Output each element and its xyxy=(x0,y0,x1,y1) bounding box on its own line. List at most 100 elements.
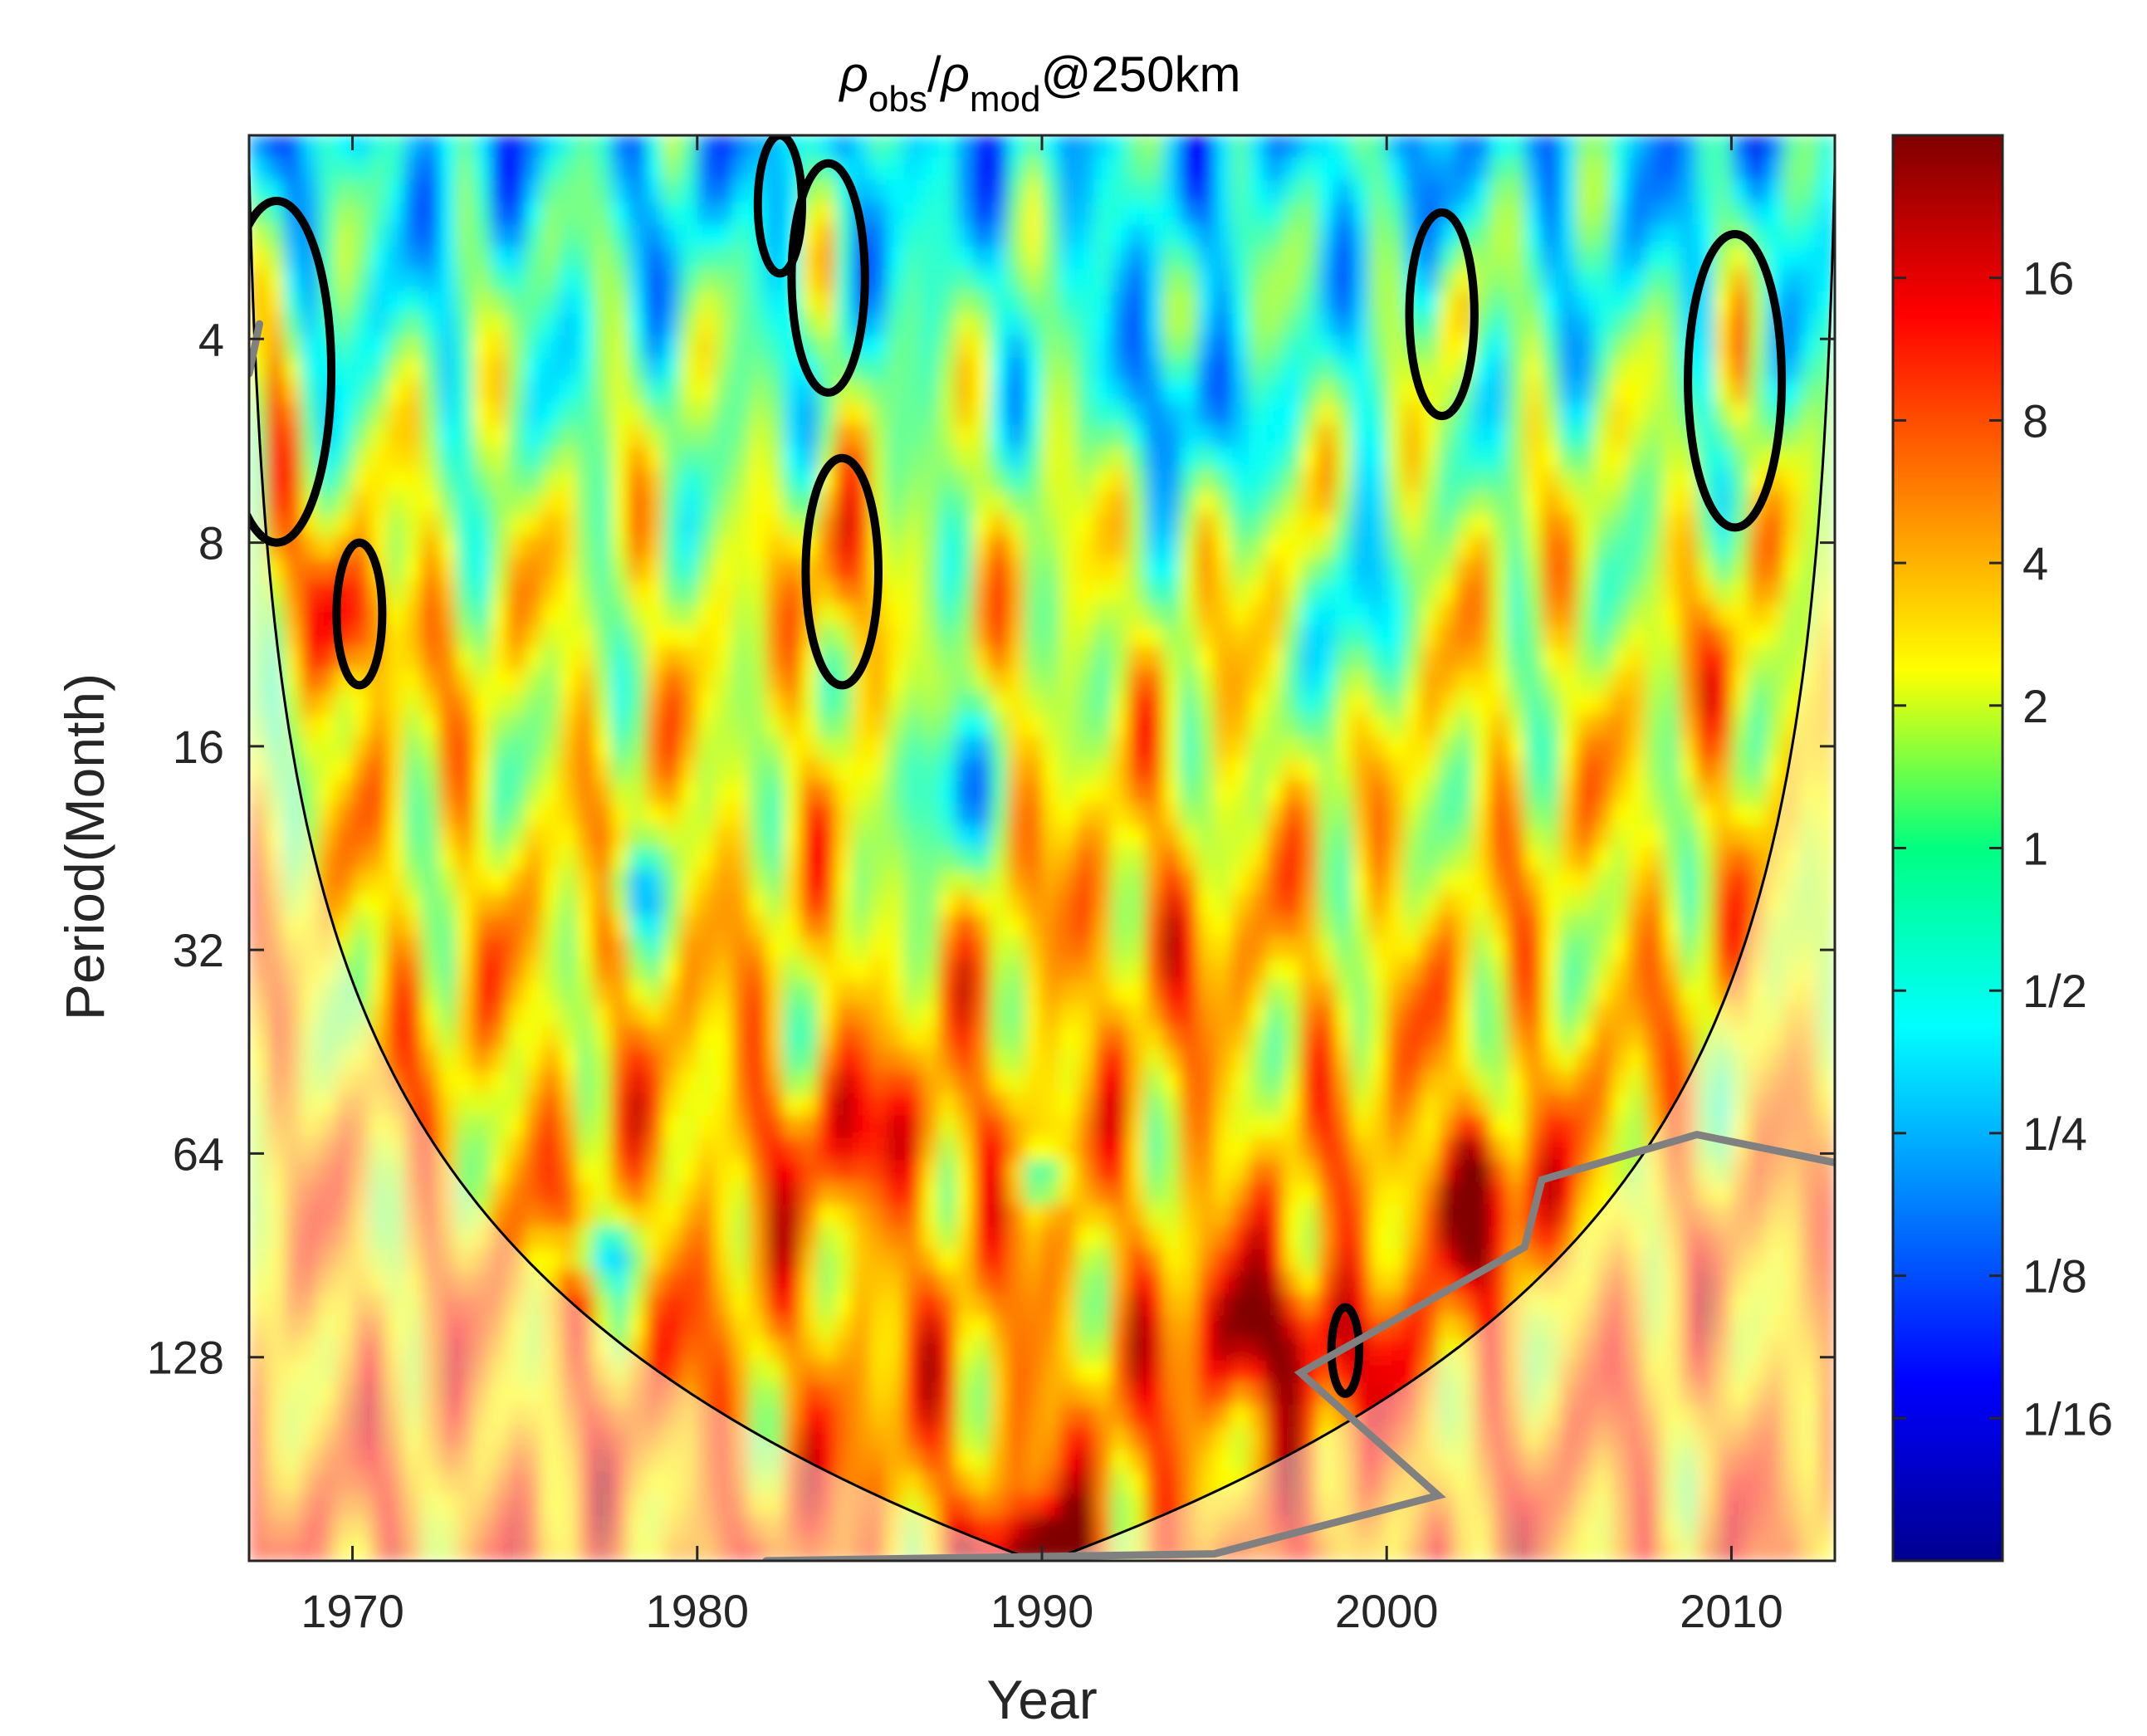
heatmap-cell xyxy=(1455,1204,1475,1228)
heatmap-cell xyxy=(318,1405,336,1429)
heatmap-cell xyxy=(1265,514,1284,537)
heatmap-cell xyxy=(1249,1115,1267,1139)
heatmap-cell xyxy=(1403,1204,1422,1228)
heatmap-cell xyxy=(335,1405,354,1429)
heatmap-cell xyxy=(1231,848,1250,872)
heatmap-cell xyxy=(1524,1026,1543,1049)
heatmap-cell xyxy=(1438,959,1457,983)
heatmap-cell xyxy=(921,825,940,849)
heatmap-cell xyxy=(1283,648,1302,671)
heatmap-cell xyxy=(663,202,682,226)
heatmap-cell xyxy=(1300,179,1319,203)
heatmap-cell xyxy=(697,1315,716,1339)
heatmap-cell xyxy=(765,558,785,582)
heatmap-cell xyxy=(1111,714,1129,738)
heatmap-cell xyxy=(697,268,716,292)
heatmap-cell xyxy=(800,825,819,849)
heatmap-cell xyxy=(1421,959,1440,983)
heatmap-cell xyxy=(559,1249,578,1273)
heatmap-cell xyxy=(301,1427,320,1450)
heatmap-cell xyxy=(938,1137,957,1161)
heatmap-cell xyxy=(714,179,733,203)
heatmap-cell xyxy=(1007,558,1026,582)
heatmap-cell xyxy=(1403,914,1422,938)
heatmap-cell xyxy=(507,1494,526,1518)
heatmap-cell xyxy=(1145,981,1164,1005)
heatmap-cell xyxy=(507,380,526,403)
heatmap-cell xyxy=(1111,1382,1129,1406)
heatmap-cell xyxy=(663,981,682,1005)
heatmap-cell xyxy=(610,603,629,627)
heatmap-cell xyxy=(1196,936,1215,961)
heatmap-cell xyxy=(1145,1026,1164,1049)
heatmap-cell xyxy=(818,1337,836,1362)
heatmap-cell xyxy=(1265,1538,1284,1561)
heatmap-cell xyxy=(1042,535,1060,560)
heatmap-cell xyxy=(1231,1382,1250,1406)
heatmap-cell xyxy=(818,179,836,203)
heatmap-cell xyxy=(869,1093,888,1117)
heatmap-cell xyxy=(1249,759,1267,783)
heatmap-cell xyxy=(800,1204,819,1228)
heatmap-cell xyxy=(1403,981,1422,1005)
heatmap-cell xyxy=(990,1004,1009,1028)
heatmap-cell xyxy=(1473,514,1491,537)
heatmap-cell xyxy=(1059,424,1078,448)
heatmap-cell xyxy=(628,1249,647,1273)
heatmap-cell xyxy=(301,1181,320,1205)
heatmap-cell xyxy=(1231,959,1250,983)
heatmap-cell xyxy=(921,803,940,827)
heatmap-cell xyxy=(1438,135,1457,159)
heatmap-cell xyxy=(1403,959,1422,983)
heatmap-cell xyxy=(1059,447,1078,471)
heatmap-cell xyxy=(1369,535,1388,560)
heatmap-cell xyxy=(680,424,698,448)
heatmap-cell xyxy=(507,1048,526,1072)
heatmap-cell xyxy=(507,1004,526,1028)
heatmap-cell xyxy=(852,914,871,938)
heatmap-cell xyxy=(1524,1115,1543,1139)
heatmap-cell xyxy=(1025,1048,1043,1072)
heatmap-cell xyxy=(1180,1070,1198,1094)
heatmap-cell xyxy=(352,1048,371,1072)
heatmap-cell xyxy=(1542,380,1560,403)
heatmap-cell xyxy=(680,1293,698,1317)
heatmap-cell xyxy=(869,1405,888,1429)
heatmap-cell xyxy=(1369,669,1388,693)
heatmap-cell xyxy=(1489,535,1509,560)
heatmap-cell xyxy=(403,825,423,849)
heatmap-cell xyxy=(421,335,440,359)
heatmap-cell xyxy=(1352,1249,1371,1273)
heatmap-cell xyxy=(680,1427,698,1450)
heatmap-cell xyxy=(576,402,595,426)
heatmap-cell xyxy=(887,1382,905,1406)
heatmap-cell xyxy=(1283,848,1302,872)
heatmap-cell xyxy=(1127,1204,1147,1228)
heatmap-cell xyxy=(1352,135,1371,159)
heatmap-cell xyxy=(1025,1516,1043,1540)
heatmap-cell xyxy=(852,759,871,783)
heatmap-cell xyxy=(1421,1249,1440,1273)
heatmap-cell xyxy=(266,1293,285,1317)
heatmap-cell xyxy=(1421,736,1440,760)
heatmap-cell xyxy=(456,1048,474,1072)
heatmap-cell xyxy=(1334,514,1353,537)
heatmap-cell xyxy=(697,1026,716,1049)
heatmap-cell xyxy=(1387,1093,1405,1117)
heatmap-cell xyxy=(1180,1115,1198,1139)
heatmap-cell xyxy=(610,1160,629,1183)
heatmap-cell xyxy=(456,380,474,403)
heatmap-cell xyxy=(1111,469,1129,493)
heatmap-cell xyxy=(283,491,302,516)
heatmap-cell xyxy=(1059,848,1078,872)
heatmap-cell xyxy=(507,202,526,226)
heatmap-cell xyxy=(1249,268,1267,292)
heatmap-cell xyxy=(1214,803,1233,827)
heatmap-cell xyxy=(1127,380,1147,403)
heatmap-cell xyxy=(783,1070,802,1094)
heatmap-cell xyxy=(594,1070,612,1094)
heatmap-cell xyxy=(783,1137,802,1161)
heatmap-cell xyxy=(472,1449,492,1473)
heatmap-cell xyxy=(610,358,629,382)
heatmap-cell xyxy=(1265,1471,1284,1495)
